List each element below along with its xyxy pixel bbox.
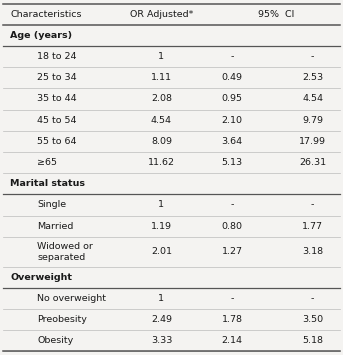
Text: Married: Married: [37, 222, 73, 231]
Text: Preobesity: Preobesity: [37, 315, 87, 324]
Text: 8.09: 8.09: [151, 137, 172, 146]
Text: -: -: [311, 201, 315, 209]
Text: 18 to 24: 18 to 24: [37, 52, 76, 61]
Text: 11.62: 11.62: [148, 158, 175, 167]
Text: 35 to 44: 35 to 44: [37, 94, 77, 103]
Text: 0.80: 0.80: [222, 222, 243, 231]
Text: No overweight: No overweight: [37, 294, 106, 303]
Text: 4.54: 4.54: [151, 116, 172, 125]
Text: 95%  CI: 95% CI: [258, 10, 294, 19]
Text: Obesity: Obesity: [37, 336, 73, 345]
Text: Overweight: Overweight: [10, 273, 72, 282]
Text: 26.31: 26.31: [299, 158, 326, 167]
Text: 1.78: 1.78: [222, 315, 243, 324]
Text: Single: Single: [37, 201, 66, 209]
Text: 4.54: 4.54: [302, 94, 323, 103]
Text: 2.01: 2.01: [151, 247, 172, 256]
Text: 3.64: 3.64: [222, 137, 243, 146]
Text: 1: 1: [158, 201, 164, 209]
Text: 5.18: 5.18: [302, 336, 323, 345]
Text: 2.49: 2.49: [151, 315, 172, 324]
Text: 1: 1: [158, 294, 164, 303]
Text: 1.19: 1.19: [151, 222, 172, 231]
Text: 1.11: 1.11: [151, 73, 172, 82]
Text: 17.99: 17.99: [299, 137, 326, 146]
Text: Age (years): Age (years): [10, 31, 72, 40]
Text: 1.77: 1.77: [302, 222, 323, 231]
Text: 55 to 64: 55 to 64: [37, 137, 76, 146]
Text: 2.08: 2.08: [151, 94, 172, 103]
Text: 45 to 54: 45 to 54: [37, 116, 76, 125]
Text: 3.50: 3.50: [302, 315, 323, 324]
Text: OR Adjusted*: OR Adjusted*: [130, 10, 193, 19]
Text: 3.18: 3.18: [302, 247, 323, 256]
Text: -: -: [230, 201, 234, 209]
Text: 9.79: 9.79: [302, 116, 323, 125]
Text: Characteristics: Characteristics: [10, 10, 82, 19]
Text: 1.27: 1.27: [222, 247, 243, 256]
Text: Widowed or
separated: Widowed or separated: [37, 242, 93, 262]
Text: 5.13: 5.13: [222, 158, 243, 167]
Text: 25 to 34: 25 to 34: [37, 73, 77, 82]
Text: 2.14: 2.14: [222, 336, 243, 345]
Text: 0.49: 0.49: [222, 73, 243, 82]
Text: ≥65: ≥65: [37, 158, 57, 167]
Text: 1: 1: [158, 52, 164, 61]
Text: Marital status: Marital status: [10, 179, 85, 188]
Text: 2.10: 2.10: [222, 116, 243, 125]
Text: 3.33: 3.33: [151, 336, 172, 345]
Text: 0.95: 0.95: [222, 94, 243, 103]
Text: 2.53: 2.53: [302, 73, 323, 82]
Text: -: -: [230, 52, 234, 61]
Text: -: -: [311, 294, 315, 303]
Text: -: -: [230, 294, 234, 303]
Text: -: -: [311, 52, 315, 61]
